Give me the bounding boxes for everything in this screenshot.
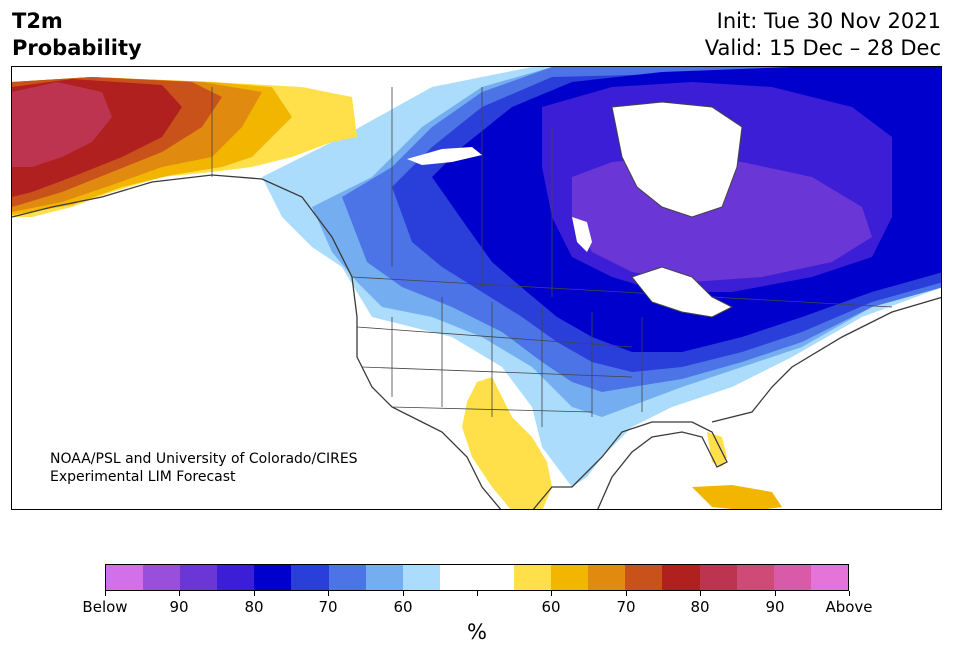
colorbar-tick-label: 70: [318, 598, 338, 616]
colorbar-segment: [254, 565, 292, 590]
colorbar-tick-mark: [254, 591, 255, 596]
colorbar-tick-mark: [626, 591, 627, 596]
mexico-warm-patch: [462, 377, 552, 509]
state-borders: [211, 87, 893, 427]
colorbar-tick-label: 70: [616, 598, 636, 616]
colorbar-segment: [810, 565, 848, 590]
colorbar-segment: [514, 565, 552, 590]
colorbar-tick-mark: [328, 591, 329, 596]
colorbar-tick-label: 90: [169, 598, 189, 616]
north-america-map: [12, 67, 941, 509]
colorbar-segment: [291, 565, 329, 590]
title-line-2: Probability: [12, 36, 142, 60]
colorbar-segment: [402, 565, 440, 590]
colorbar-tick-mark: [403, 591, 404, 596]
great-slave-lake: [407, 147, 482, 165]
colorbar: [105, 564, 849, 591]
colorbar-segment: [662, 565, 700, 590]
colorbar-tick-label: 60: [393, 598, 413, 616]
colorbar-segment: [699, 565, 737, 590]
probability-map: NOAA/PSL and University of Colorado/CIRE…: [11, 66, 942, 510]
colorbar-segment: [106, 565, 144, 590]
map-title: T2m Probability: [12, 8, 142, 62]
valid-range-label: Valid: 15 Dec – 28 Dec: [704, 36, 941, 60]
great-lakes: [631, 266, 734, 318]
colorbar-tick-mark: [105, 591, 106, 596]
colorbar-tick-mark: [775, 591, 776, 596]
colorbar-segment: [328, 565, 366, 590]
init-date-label: Init: Tue 30 Nov 2021: [716, 9, 941, 33]
colorbar-tick-mark: [179, 591, 180, 596]
colorbar-segment: [180, 565, 218, 590]
colorbar-segment: [773, 565, 811, 590]
lake-winnipeg: [572, 217, 592, 252]
map-credit: NOAA/PSL and University of Colorado/CIRE…: [50, 450, 358, 486]
colorbar-segment: [551, 565, 589, 590]
colorbar-tick-label: 80: [244, 598, 264, 616]
colorbar-segment: [143, 565, 181, 590]
credit-line-2: Experimental LIM Forecast: [50, 469, 236, 485]
colorbar-tick-label: 90: [765, 598, 785, 616]
colorbar-tick-label: Above: [825, 598, 873, 616]
cuba-warm-patch: [692, 485, 782, 509]
colorbar-segment: [476, 565, 515, 590]
colorbar-segment: [217, 565, 255, 590]
colorbar-tick-mark: [849, 591, 850, 596]
title-line-1: T2m: [12, 9, 63, 33]
colorbar-tick-mark: [700, 591, 701, 596]
colorbar-segment: [736, 565, 774, 590]
coastlines: [12, 174, 941, 509]
colorbar-tick-mark: [551, 591, 552, 596]
colorbar-tick-label: 60: [541, 598, 561, 616]
hudson-bay: [611, 101, 743, 218]
colorbar-segment: [439, 565, 477, 590]
colorbar-tick-mark: [477, 591, 478, 596]
credit-line-1: NOAA/PSL and University of Colorado/CIRE…: [50, 451, 358, 467]
colorbar-segment: [365, 565, 403, 590]
colorbar-tick-label: Below: [82, 598, 128, 616]
colorbar-tick-label: 80: [690, 598, 710, 616]
date-info: Init: Tue 30 Nov 2021 Valid: 15 Dec – 28…: [705, 8, 941, 62]
colorbar-segment: [625, 565, 663, 590]
colorbar-unit-label: %: [467, 620, 487, 644]
region-prob-85-above: [12, 82, 112, 167]
colorbar-segment: [588, 565, 626, 590]
